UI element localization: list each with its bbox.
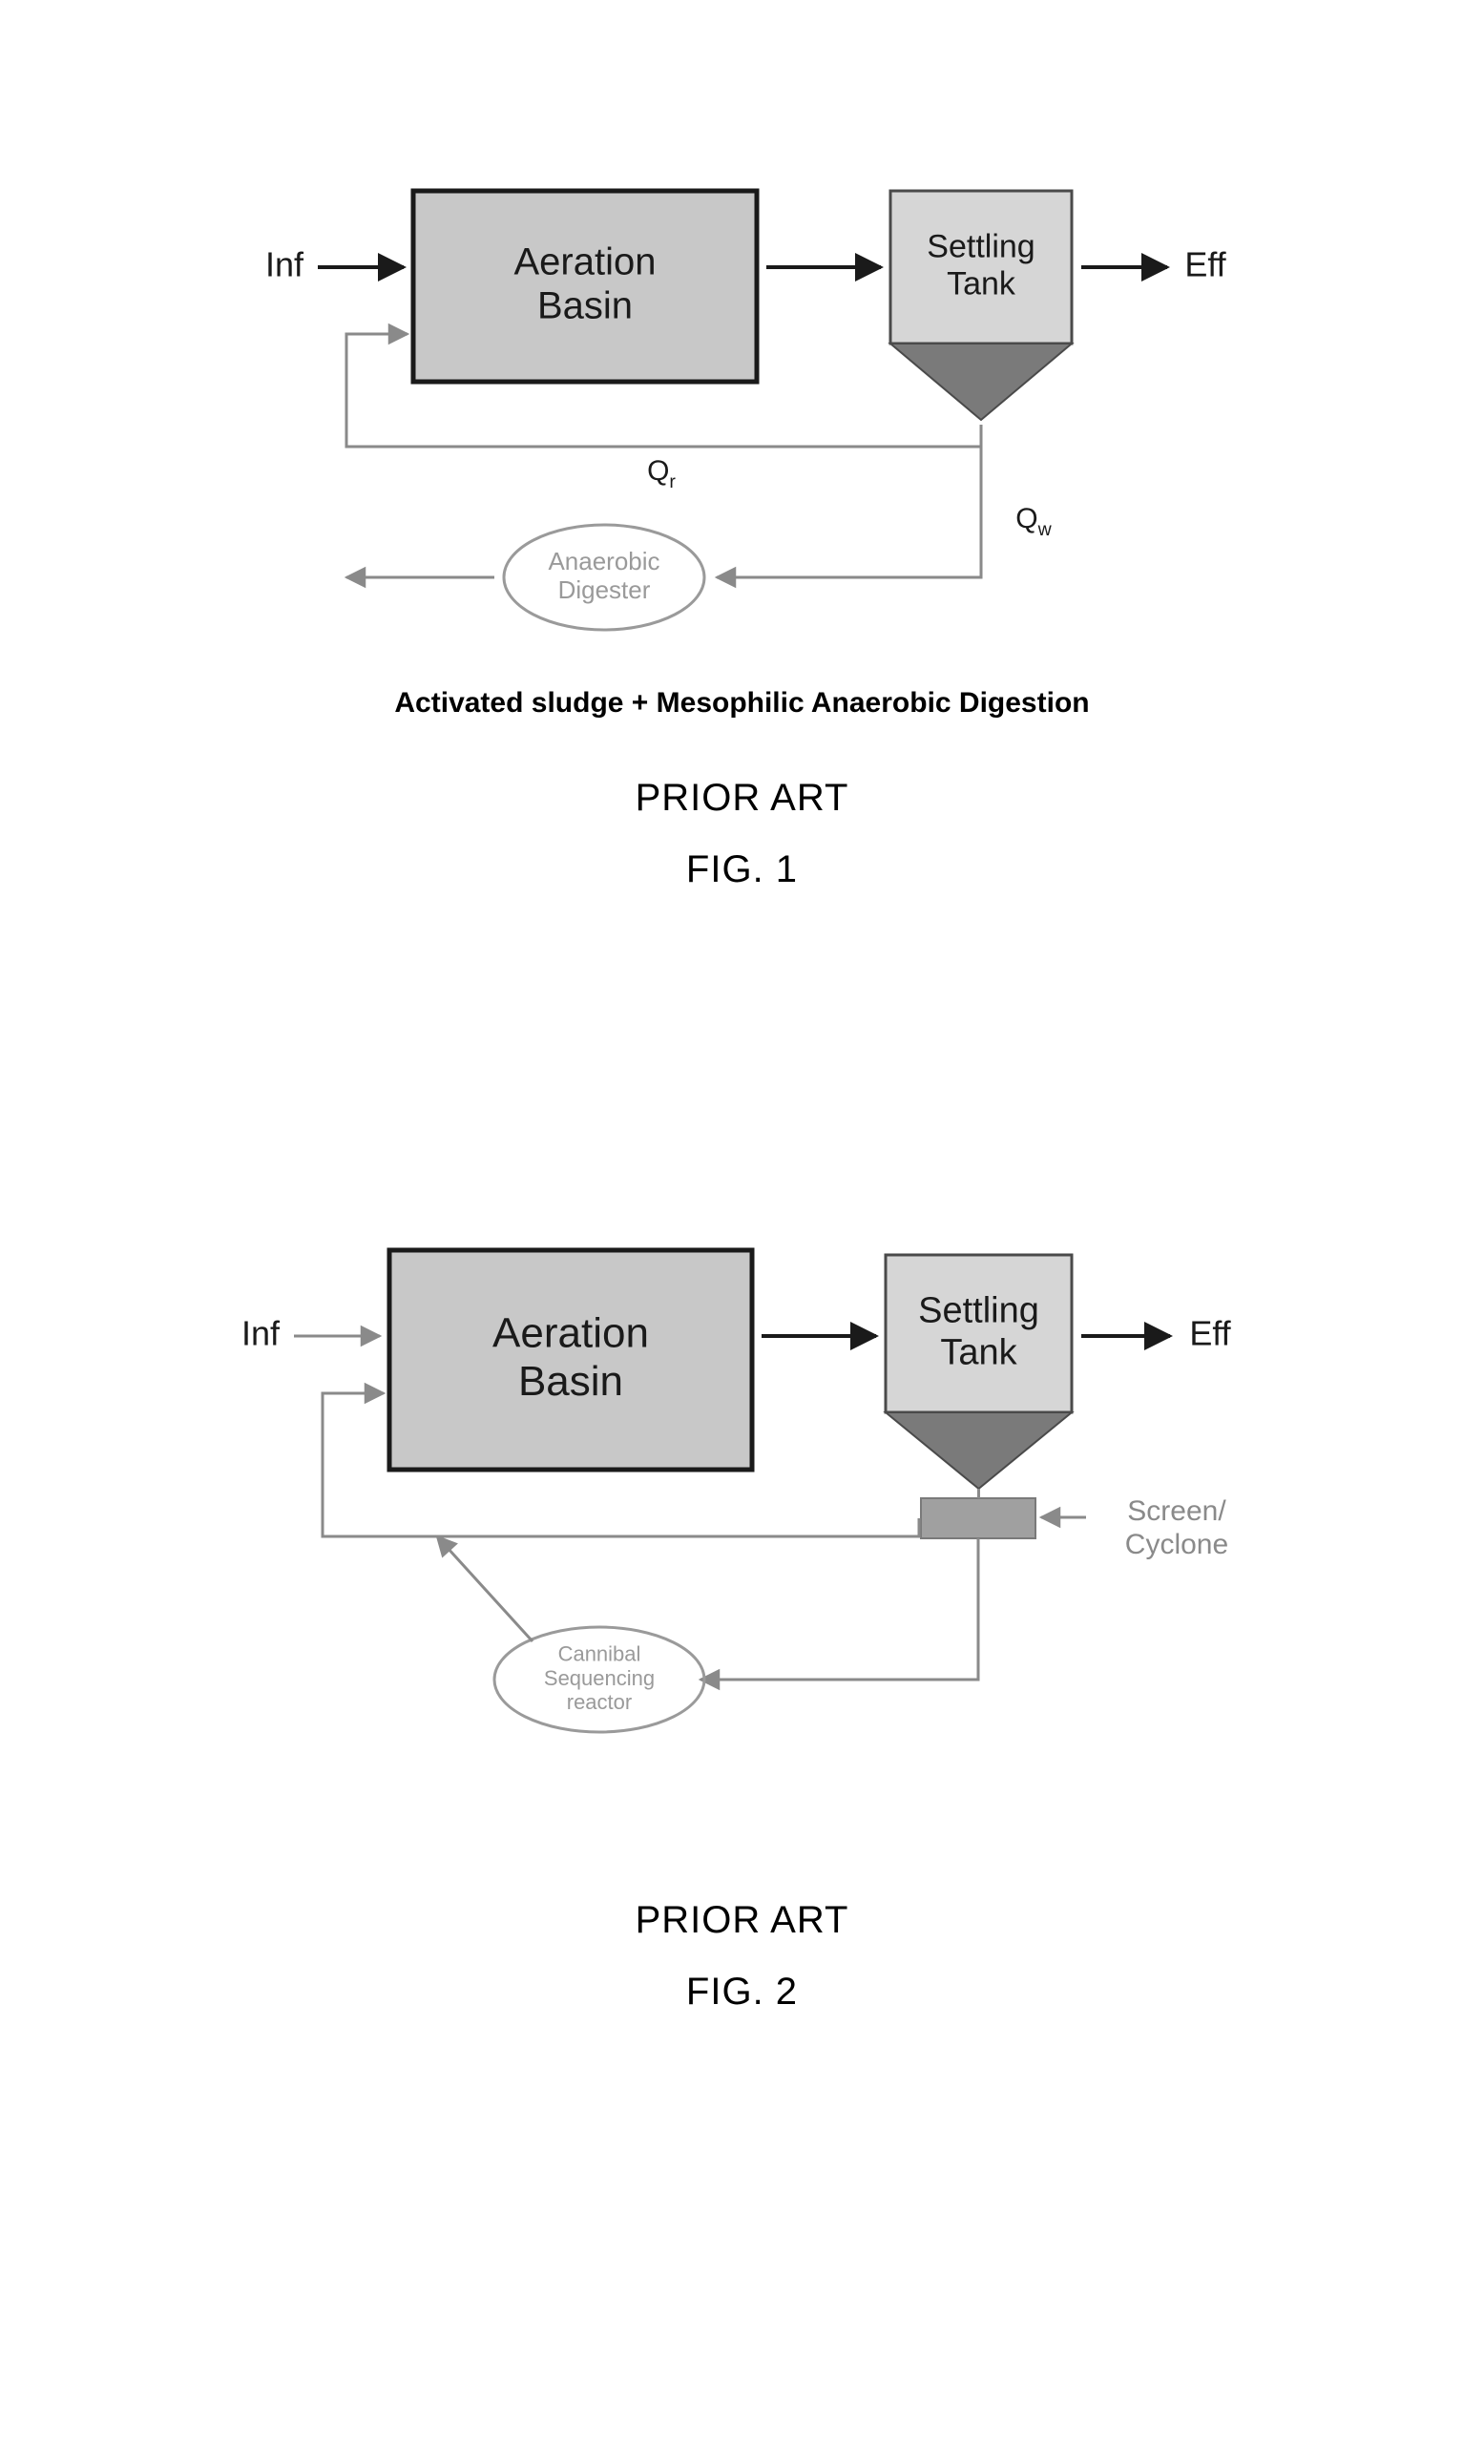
figure-1: Inf AerationBasin SettlingTank Eff Qr Qw Anaer… xyxy=(194,143,1291,682)
figure-1-captions: Activated sludge + Mesophilic Anaerobic … xyxy=(265,687,1220,891)
svg-text:reactor: reactor xyxy=(566,1690,631,1714)
figure-2: Inf AerationBasin SettlingTank Eff Screen/Cy… xyxy=(170,1202,1315,1818)
svg-text:Sequencing: Sequencing xyxy=(543,1666,654,1690)
svg-text:Eff: Eff xyxy=(1189,1314,1231,1353)
svg-text:Anaerobic: Anaerobic xyxy=(548,547,659,575)
fig1-caption-prior-art: PRIOR ART xyxy=(265,777,1220,820)
svg-text:Settling: Settling xyxy=(927,228,1035,264)
figure-2-svg: Inf AerationBasin SettlingTank Eff Screen/Cy… xyxy=(170,1202,1315,1813)
page: InfAerationBasinSettlingTankEffQrQwAnaer… xyxy=(0,0,1484,2464)
svg-text:Tank: Tank xyxy=(947,266,1016,303)
svg-text:Screen/: Screen/ xyxy=(1127,1495,1226,1527)
svg-text:Inf: Inf xyxy=(264,245,303,284)
fig2-caption-prior-art: PRIOR ART xyxy=(265,1899,1220,1942)
svg-text:Qw: Qw xyxy=(1015,503,1052,540)
svg-text:Cannibal: Cannibal xyxy=(557,1642,640,1666)
svg-text:Inf: Inf xyxy=(240,1314,280,1353)
svg-text:Tank: Tank xyxy=(940,1332,1017,1372)
figure-2-captions: PRIOR ART FIG. 2 xyxy=(265,1899,1220,2014)
svg-text:Aeration: Aeration xyxy=(492,1309,649,1356)
svg-text:Settling: Settling xyxy=(918,1291,1039,1331)
fig2-caption-fig: FIG. 2 xyxy=(265,1971,1220,2014)
svg-text:Aeration: Aeration xyxy=(513,241,656,283)
fig1-caption-process: Activated sludge + Mesophilic Anaerobic … xyxy=(265,687,1220,720)
figure-1-svg: Inf AerationBasin SettlingTank Eff Qr Qw Anaer… xyxy=(194,143,1291,678)
svg-text:Basin: Basin xyxy=(536,285,632,327)
svg-text:Cyclone: Cyclone xyxy=(1124,1529,1227,1560)
svg-text:Eff: Eff xyxy=(1184,245,1226,284)
svg-text:Digester: Digester xyxy=(557,575,650,604)
fig1-caption-fig: FIG. 1 xyxy=(265,848,1220,891)
svg-text:Basin: Basin xyxy=(517,1358,622,1405)
svg-text:Qr: Qr xyxy=(647,455,676,492)
